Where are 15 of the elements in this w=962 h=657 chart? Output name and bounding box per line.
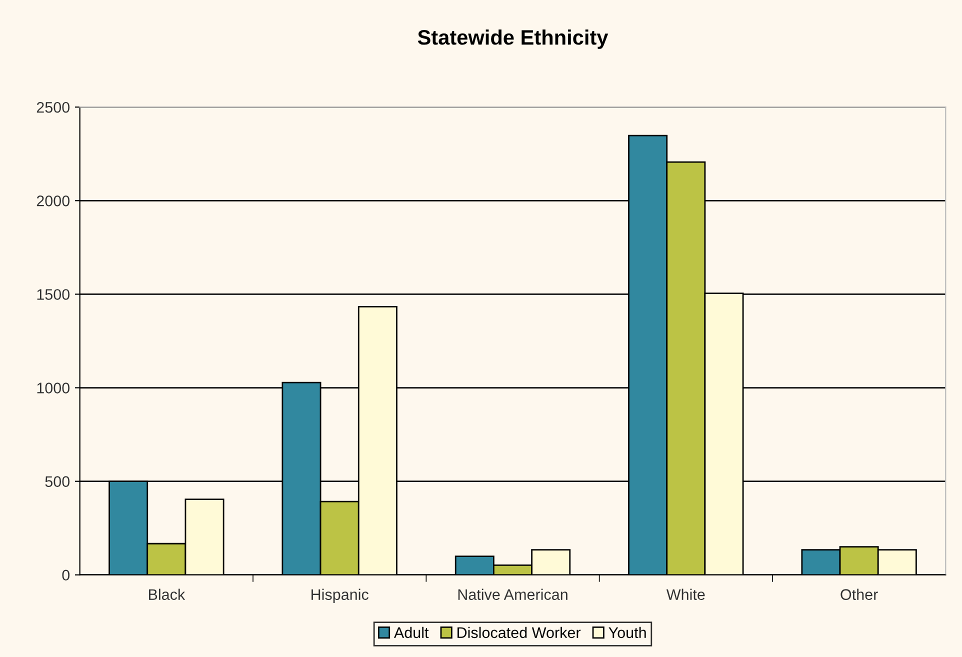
y-tick-label: 1000: [37, 382, 70, 394]
x-tick-label: Other: [840, 588, 878, 600]
x-tick-label: Hispanic: [312, 588, 368, 604]
x-tick-label: Native American: [458, 588, 568, 600]
legend-label: Dislocated Worker: [458, 626, 581, 638]
chart-title: Statewide Ethnicity: [418, 29, 608, 49]
x-tick-label: White: [666, 588, 705, 600]
y-tick-label: 2000: [36, 196, 70, 206]
y-tick-label: 2500: [36, 102, 70, 113]
y-tick-label: 500: [45, 476, 70, 488]
x-tick-label: Black: [149, 588, 186, 600]
y-tick-label: 1500: [37, 289, 70, 300]
legend-label: Adult: [394, 626, 429, 638]
legend-label: Youth: [608, 626, 646, 638]
y-tick-label: 0: [62, 570, 70, 581]
